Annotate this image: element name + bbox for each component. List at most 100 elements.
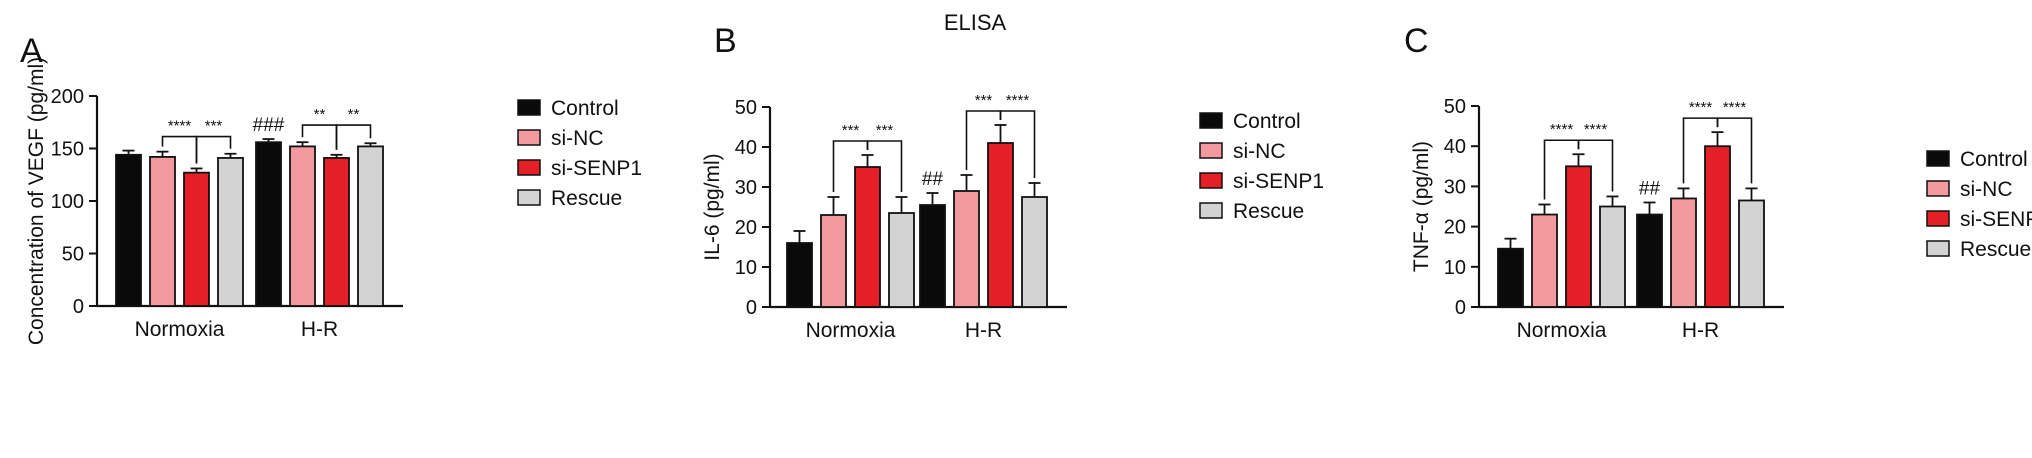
panel-a-bar-control — [255, 141, 282, 307]
panel-b-significance-bracket — [866, 140, 903, 192]
panel-a-hash-mark: ### — [253, 115, 285, 136]
figure-title: ELISA — [944, 10, 1007, 35]
panel-b-bar-si-senp1 — [854, 166, 881, 308]
panel-c-significance-bracket — [1577, 139, 1614, 192]
panel-c-legend-label: si-SENP1 — [1960, 208, 2032, 231]
panel-b-letter: B — [714, 22, 737, 60]
panel-b-y-tick-label: 20 — [735, 217, 757, 239]
panel-b-legend-label: si-SENP1 — [1233, 170, 1324, 193]
panel-b-significance-label: *** — [975, 92, 993, 109]
panel-a-bar-si-senp1 — [323, 157, 350, 307]
panel-b-legend-label: si-NC — [1233, 140, 1286, 163]
panel-a-letter: A — [20, 32, 43, 70]
panel-c-legend-label: Control — [1960, 148, 2028, 171]
panel-a-y-tick-label: 50 — [62, 244, 84, 266]
panel-b-significance-label: *** — [876, 122, 894, 139]
panel-c-hash-mark: ## — [1639, 178, 1661, 199]
panel-a-significance-label: **** — [168, 118, 192, 135]
panel-b-bar-si-nc — [953, 190, 980, 308]
panel-a-bar-rescue — [357, 145, 384, 307]
panel-a-legend-swatch — [517, 159, 541, 176]
panel-a-x-tick-label: H-R — [301, 318, 338, 341]
panel-c-y-axis-label: TNF-α (pg/ml) — [1410, 141, 1433, 272]
panel-c-bar-si-nc — [1531, 213, 1558, 308]
panel-c-x-tick-label: H-R — [1682, 319, 1719, 342]
panel-a-bar-si-nc — [149, 155, 176, 307]
panel-c-legend-swatch — [1926, 240, 1950, 257]
panel-c-legend-label: Rescue — [1960, 238, 2031, 261]
panel-c-y-tick-label: 0 — [1455, 297, 1466, 319]
panel-b-legend-swatch — [1199, 202, 1223, 219]
panel-b-legend-swatch — [1199, 172, 1223, 189]
panel-b-significance-bracket — [999, 110, 1036, 178]
panel-b-bar-control — [919, 204, 946, 308]
panel-a-significance-label: *** — [205, 118, 223, 135]
panel-b-legend-label: Rescue — [1233, 200, 1304, 223]
panel-c-legend-swatch — [1926, 210, 1950, 227]
panel-c-y-tick-label: 40 — [1444, 136, 1466, 158]
panel-a-legend-label: si-NC — [551, 127, 604, 150]
panel-c-y-tick-label: 50 — [1444, 96, 1466, 118]
panel-b-y-tick-label: 0 — [746, 297, 757, 319]
panel-c-bar-si-nc — [1670, 197, 1697, 308]
panel-a-significance-label: ** — [348, 106, 360, 123]
panel-a-y-tick-label: 200 — [51, 86, 84, 108]
panel-a-legend-label: si-SENP1 — [551, 157, 642, 180]
panel-b-legend-label: Control — [1233, 110, 1301, 133]
panel-b-y-axis-label: IL-6 (pg/ml) — [701, 153, 724, 260]
panel-a-bar-si-senp1 — [183, 171, 210, 307]
panel-a-legend-label: Rescue — [551, 187, 622, 210]
panel-c-bar-control — [1636, 213, 1663, 308]
panel-b-hash-mark: ## — [922, 169, 944, 190]
panel-c-legend-swatch — [1926, 150, 1950, 167]
panel-c-legend-label: si-NC — [1960, 178, 2013, 201]
panel-a-x-tick-label: Normoxia — [135, 318, 225, 341]
panel-c-y-tick-label: 10 — [1444, 257, 1466, 279]
panel-a-y-tick-label: 0 — [73, 296, 84, 318]
panel-c-y-tick-label: 30 — [1444, 176, 1466, 198]
panel-b-y-tick-label: 10 — [735, 257, 757, 279]
panel-a-bar-rescue — [217, 157, 244, 307]
panel-c-bar-si-senp1 — [1565, 165, 1592, 308]
panel-a-significance-bracket — [195, 135, 232, 164]
panel-b-significance-label: *** — [842, 122, 860, 139]
panel-a-y-axis-label: Concentration of VEGF (pg/ml) — [25, 57, 48, 345]
panel-c-significance-label: **** — [1550, 121, 1574, 138]
panel-c-x-tick-label: Normoxia — [1517, 319, 1607, 342]
panel-b-y-tick-label: 50 — [735, 97, 757, 119]
panel-c-y-tick-label: 20 — [1444, 217, 1466, 239]
panel-a-y-tick-label: 150 — [51, 139, 84, 161]
panel-c-legend-swatch — [1926, 180, 1950, 197]
panel-c-significance-label: **** — [1584, 121, 1608, 138]
panel-b-bar-si-nc — [820, 214, 847, 308]
panel-c-bar-si-senp1 — [1704, 145, 1731, 308]
panel-c-significance-label: **** — [1723, 99, 1747, 116]
panel-c-bar-rescue — [1599, 205, 1626, 308]
panel-a-legend-swatch — [517, 129, 541, 146]
panel-a-y-tick-label: 100 — [51, 191, 84, 213]
panel-c-bar-rescue — [1738, 199, 1765, 308]
panel-c-bar-control — [1497, 247, 1524, 308]
panel-a-bar-si-nc — [289, 145, 316, 307]
panel-a-bar-control — [115, 153, 142, 307]
panel-b-significance-label: **** — [1006, 92, 1030, 109]
panel-b-x-tick-label: H-R — [965, 319, 1002, 342]
panel-b-legend-swatch — [1199, 112, 1223, 129]
panel-b-bar-control — [786, 242, 813, 308]
panel-c-significance-label: **** — [1689, 99, 1713, 116]
panel-a-legend-swatch — [517, 189, 541, 206]
panel-a-legend-label: Control — [551, 97, 619, 120]
panel-a-significance-label: ** — [314, 106, 326, 123]
panel-b-x-tick-label: Normoxia — [806, 319, 896, 342]
panel-b-bar-rescue — [1021, 196, 1048, 308]
panel-c-significance-bracket — [1716, 117, 1753, 184]
panel-a-legend-swatch — [517, 99, 541, 116]
panel-b-legend-swatch — [1199, 142, 1223, 159]
panel-b-bar-si-senp1 — [987, 142, 1014, 308]
panel-b-bar-rescue — [888, 212, 915, 308]
panel-a-significance-bracket — [335, 124, 372, 150]
panel-b-y-tick-label: 30 — [735, 177, 757, 199]
panel-b-y-tick-label: 40 — [735, 137, 757, 159]
panel-c-letter: C — [1404, 22, 1429, 60]
